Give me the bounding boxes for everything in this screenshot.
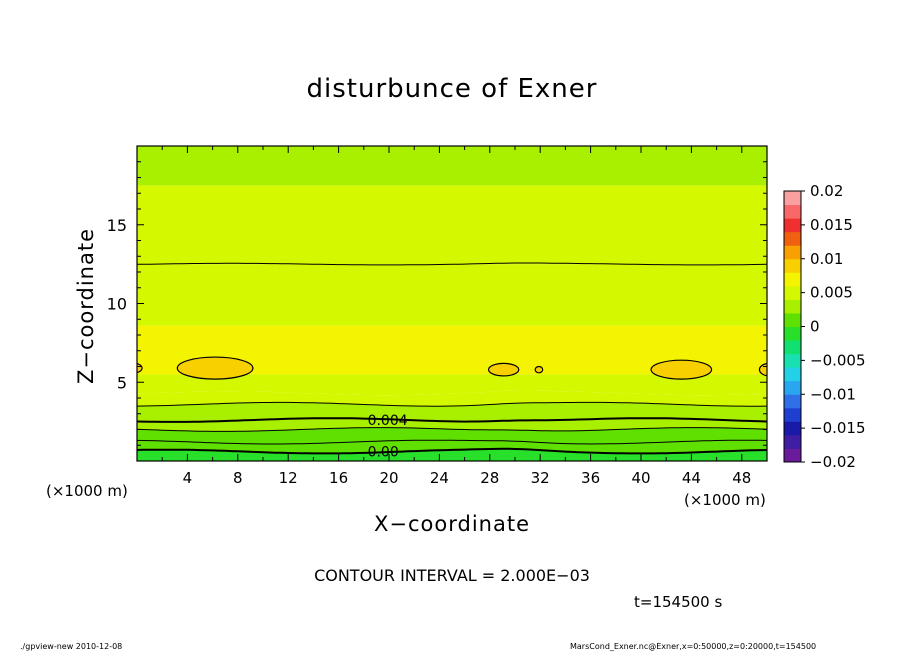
x-axis-label: X−coordinate: [374, 512, 530, 536]
contour-line: [137, 262, 767, 266]
contour-interval-label: CONTOUR INTERVAL = 2.000E−03: [314, 566, 590, 585]
colorbar-swatch: [784, 191, 801, 206]
colorbar-swatch: [784, 394, 801, 409]
contour-island: [534, 365, 544, 374]
contour-island: [487, 362, 520, 377]
contour-band: [137, 146, 767, 186]
colorbar-swatch: [784, 272, 801, 287]
time-label: t=154500 s: [634, 593, 723, 611]
contour-band: [137, 264, 767, 326]
x-tick-label: 20: [379, 469, 398, 487]
y-tick-label: 10: [107, 295, 127, 314]
colorbar-label: 0: [810, 318, 820, 336]
colorbar-label: −0.02: [810, 453, 856, 471]
x-tick-label: 36: [581, 469, 600, 487]
colorbar-swatch: [784, 204, 801, 219]
colorbar-swatch: [784, 367, 801, 382]
colorbar-swatch: [784, 380, 801, 395]
contour-label: 0.00: [368, 445, 399, 461]
colorbar-swatch: [784, 218, 801, 233]
contour-band: [137, 374, 767, 396]
colorbar-label: −0.005: [810, 351, 866, 369]
colorbar-swatch: [784, 340, 801, 355]
contour-island: [176, 356, 254, 380]
colorbar-swatch: [784, 245, 801, 260]
colorbar-swatch: [784, 285, 801, 300]
contour-band: [137, 402, 767, 422]
contour-label: 0.004: [368, 413, 408, 429]
colorbar-swatch: [784, 326, 801, 341]
colorbar-swatch: [784, 312, 801, 327]
contour-line: [137, 401, 767, 407]
contour-line: [137, 427, 767, 432]
contour-line: [137, 417, 767, 423]
x-tick-label: 16: [329, 469, 348, 487]
colorbar-label: −0.015: [810, 419, 866, 437]
colorbar-swatch: [784, 421, 801, 436]
colorbar-swatch: [784, 353, 801, 368]
colorbar-swatch: [784, 299, 801, 314]
x-unit-left: (×1000 m): [46, 482, 128, 500]
colorbar-label: 0.005: [810, 284, 853, 302]
contour-band: [137, 185, 767, 265]
contour-island: [758, 362, 767, 377]
contour-island: [650, 359, 713, 380]
colorbar-label: 0.01: [810, 250, 843, 268]
colorbar-label: 0.02: [810, 182, 843, 200]
footer-source: MarsCond_Exner.nc@Exner,x=0:50000,z=0:20…: [570, 642, 817, 651]
x-tick-label: 32: [531, 469, 550, 487]
x-tick-label: 12: [279, 469, 298, 487]
plot-area: 0.004 0.00: [137, 146, 767, 461]
x-tick-label: 48: [732, 469, 751, 487]
colorbar-label: 0.015: [810, 216, 853, 234]
contour-band: [137, 440, 767, 454]
x-tick-label: 44: [682, 469, 701, 487]
colorbar-swatch: [784, 407, 801, 422]
footer-command: ./gpview-new 2010-12-08: [20, 642, 123, 651]
y-tick-label: 15: [107, 216, 127, 235]
contour-line: [137, 447, 767, 455]
contour-line: [137, 439, 767, 445]
x-tick-label: 28: [480, 469, 499, 487]
contour-band: [137, 418, 767, 432]
contour-band: [137, 427, 767, 444]
x-tick-label: 24: [430, 469, 449, 487]
colorbar-swatch: [784, 434, 801, 449]
colorbar-label: −0.01: [810, 385, 856, 403]
y-tick-label: 5: [117, 373, 127, 392]
x-unit-right: (×1000 m): [684, 491, 766, 509]
x-tick-label: 8: [233, 469, 243, 487]
colorbar-swatch: [784, 258, 801, 273]
x-tick-label: 4: [183, 469, 193, 487]
x-tick-label: 40: [631, 469, 650, 487]
colorbar-swatch: [784, 231, 801, 246]
contour-island: [137, 363, 143, 374]
contour-band: [137, 448, 767, 461]
colorbar-swatch: [784, 448, 801, 463]
chart-title: disturbunce of Exner: [306, 74, 598, 104]
contour-band: [137, 325, 767, 375]
